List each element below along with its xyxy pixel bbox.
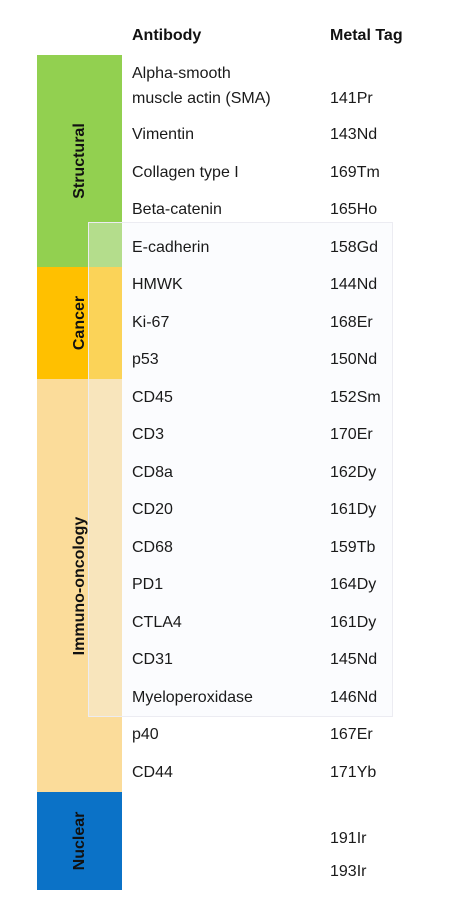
antibody-cell: Vimentin [132, 126, 194, 143]
metal-tag-cell: 162Dy [330, 464, 377, 481]
metal-tag-cell: 169Tm [330, 164, 380, 181]
antibody-cell: Collagen type I [132, 164, 239, 181]
antibody-cell: CD8a [132, 464, 173, 481]
category-label-cancer: Cancer [70, 295, 88, 351]
antibody-cell: CD20 [132, 501, 173, 518]
metal-tag-cell: 168Er [330, 314, 373, 331]
background-overlay [88, 222, 393, 717]
antibody-cell: CTLA4 [132, 614, 182, 631]
category-label-structural: Structural [70, 123, 88, 199]
metal-tag-cell: 171Yb [330, 764, 377, 781]
antibody-cell: HMWK [132, 276, 183, 293]
antibody-cell: PD1 [132, 576, 164, 593]
metal-tag-cell: 145Nd [330, 651, 378, 668]
metal-tag-cell: 144Nd [330, 276, 378, 293]
metal-tag-cell: 158Gd [330, 239, 379, 256]
category-band-nuclear: Nuclear [37, 792, 122, 890]
antibody-cell: p53 [132, 351, 159, 368]
metal-tag-cell: 159Tb [330, 539, 376, 556]
metal-tag-cell: 167Er [330, 726, 373, 743]
antibody-cell: CD45 [132, 389, 173, 406]
metal-tag-cell: 165Ho [330, 201, 378, 218]
metal-tag-cell: 143Nd [330, 126, 378, 143]
antibody-cell: Ki-67 [132, 314, 170, 331]
antibody-cell: CD68 [132, 539, 173, 556]
header-metal-tag: Metal Tag [330, 27, 403, 44]
metal-tag-cell: 193Ir [330, 863, 367, 880]
metal-tag-cell: 161Dy [330, 501, 377, 518]
antibody-cell: E-cadherin [132, 239, 210, 256]
metal-tag-cell: 150Nd [330, 351, 378, 368]
metal-tag-cell: 146Nd [330, 689, 378, 706]
category-band-cancer: Cancer [37, 267, 122, 379]
antibody-cell: Alpha-smooth [132, 65, 231, 82]
category-band-immuno-oncology: Immuno-oncology [37, 379, 122, 792]
antibody-cell: p40 [132, 726, 159, 743]
antibody-cell: CD44 [132, 764, 173, 781]
category-band-structural: Structural [37, 55, 122, 267]
metal-tag-cell: 152Sm [330, 389, 381, 406]
category-label-nuclear: Nuclear [70, 811, 88, 871]
category-label-immuno-oncology: Immuno-oncology [70, 516, 88, 655]
metal-tag-cell: 164Dy [330, 576, 377, 593]
metal-tag-cell: 170Er [330, 426, 373, 443]
antibody-cell: Myeloperoxidase [132, 689, 253, 706]
metal-tag-cell: 161Dy [330, 614, 377, 631]
antibody-cell: CD3 [132, 426, 165, 443]
antibody-cell: Beta-catenin [132, 201, 222, 218]
metal-tag-cell: 141Pr [330, 90, 373, 107]
metal-tag-cell: 191Ir [330, 830, 367, 847]
antibody-cell: CD31 [132, 651, 173, 668]
header-antibody: Antibody [132, 27, 202, 44]
antibody-cell: muscle actin (SMA) [132, 90, 271, 107]
